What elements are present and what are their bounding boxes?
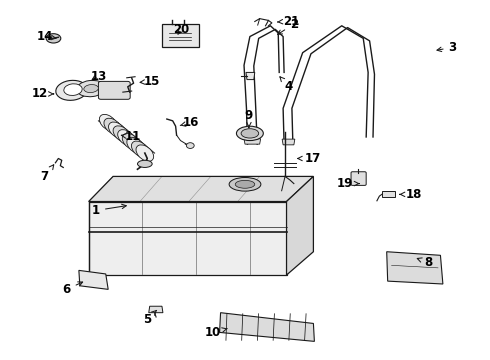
Ellipse shape [113, 126, 131, 142]
Ellipse shape [131, 141, 149, 158]
Text: 8: 8 [417, 256, 432, 269]
Text: 5: 5 [143, 310, 156, 326]
Ellipse shape [229, 177, 261, 191]
Text: 14: 14 [36, 30, 56, 43]
Ellipse shape [235, 180, 255, 188]
Ellipse shape [136, 145, 154, 161]
Ellipse shape [64, 84, 82, 95]
Ellipse shape [237, 126, 263, 140]
FancyBboxPatch shape [351, 172, 366, 185]
Ellipse shape [46, 34, 61, 43]
Polygon shape [89, 202, 287, 275]
Text: 12: 12 [32, 87, 53, 100]
FancyBboxPatch shape [162, 24, 198, 47]
Polygon shape [79, 270, 108, 289]
Polygon shape [246, 72, 255, 80]
Text: 1: 1 [92, 204, 126, 217]
Polygon shape [382, 192, 395, 197]
Text: 21: 21 [278, 15, 299, 28]
Ellipse shape [241, 129, 259, 138]
Polygon shape [287, 176, 314, 275]
Text: 17: 17 [298, 152, 320, 165]
Text: 9: 9 [245, 109, 253, 127]
Text: 7: 7 [41, 165, 54, 183]
Polygon shape [387, 252, 443, 284]
Ellipse shape [109, 122, 126, 139]
Ellipse shape [84, 85, 98, 93]
Text: 10: 10 [205, 326, 227, 339]
Text: 18: 18 [400, 188, 422, 201]
Text: 16: 16 [180, 116, 199, 129]
Ellipse shape [76, 80, 106, 97]
Circle shape [186, 143, 194, 148]
Ellipse shape [138, 160, 152, 167]
Polygon shape [149, 306, 163, 313]
Text: 4: 4 [280, 77, 293, 93]
Ellipse shape [122, 134, 140, 150]
Polygon shape [244, 139, 261, 144]
Ellipse shape [56, 80, 87, 100]
FancyBboxPatch shape [98, 81, 130, 99]
Text: 20: 20 [173, 23, 190, 36]
Text: 6: 6 [63, 282, 83, 296]
Ellipse shape [118, 130, 135, 146]
Ellipse shape [99, 114, 117, 131]
Polygon shape [220, 313, 315, 341]
Text: 15: 15 [140, 75, 160, 88]
Text: 13: 13 [90, 69, 106, 82]
Ellipse shape [104, 118, 122, 135]
Polygon shape [282, 139, 295, 145]
Text: 19: 19 [337, 177, 359, 190]
Text: 11: 11 [122, 130, 141, 144]
Polygon shape [89, 176, 314, 202]
Ellipse shape [127, 137, 145, 154]
Text: 3: 3 [437, 41, 457, 54]
Text: 2: 2 [278, 18, 298, 35]
